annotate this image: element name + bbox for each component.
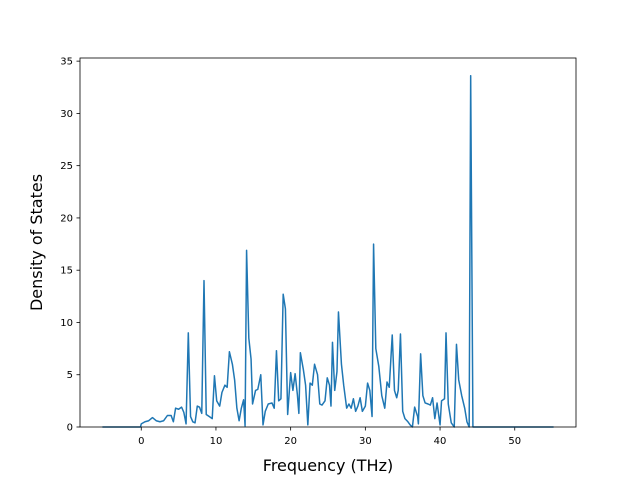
plot-frame (79, 57, 577, 428)
line (102, 75, 554, 428)
x-axis-label: Frequency (THz) (263, 456, 393, 475)
y-tick-label: 10 (60, 318, 73, 329)
x-tick-label: 20 (284, 436, 297, 447)
y-tick-label: 35 (60, 57, 73, 68)
x-tick-label: 0 (138, 436, 144, 447)
y-tick-label: 20 (60, 213, 73, 224)
y-tick-label: 25 (60, 161, 73, 172)
y-tick-label: 5 (67, 370, 73, 381)
y-axis-label: Density of States (27, 174, 46, 311)
x-tick-label: 40 (434, 436, 447, 447)
x-tick-label: 10 (210, 436, 223, 447)
y-tick-label: 0 (67, 423, 73, 434)
x-tick-label: 50 (508, 436, 521, 447)
y-tick-label: 30 (60, 109, 73, 120)
y-tick-label: 15 (60, 266, 73, 277)
x-tick-label: 30 (359, 436, 372, 447)
